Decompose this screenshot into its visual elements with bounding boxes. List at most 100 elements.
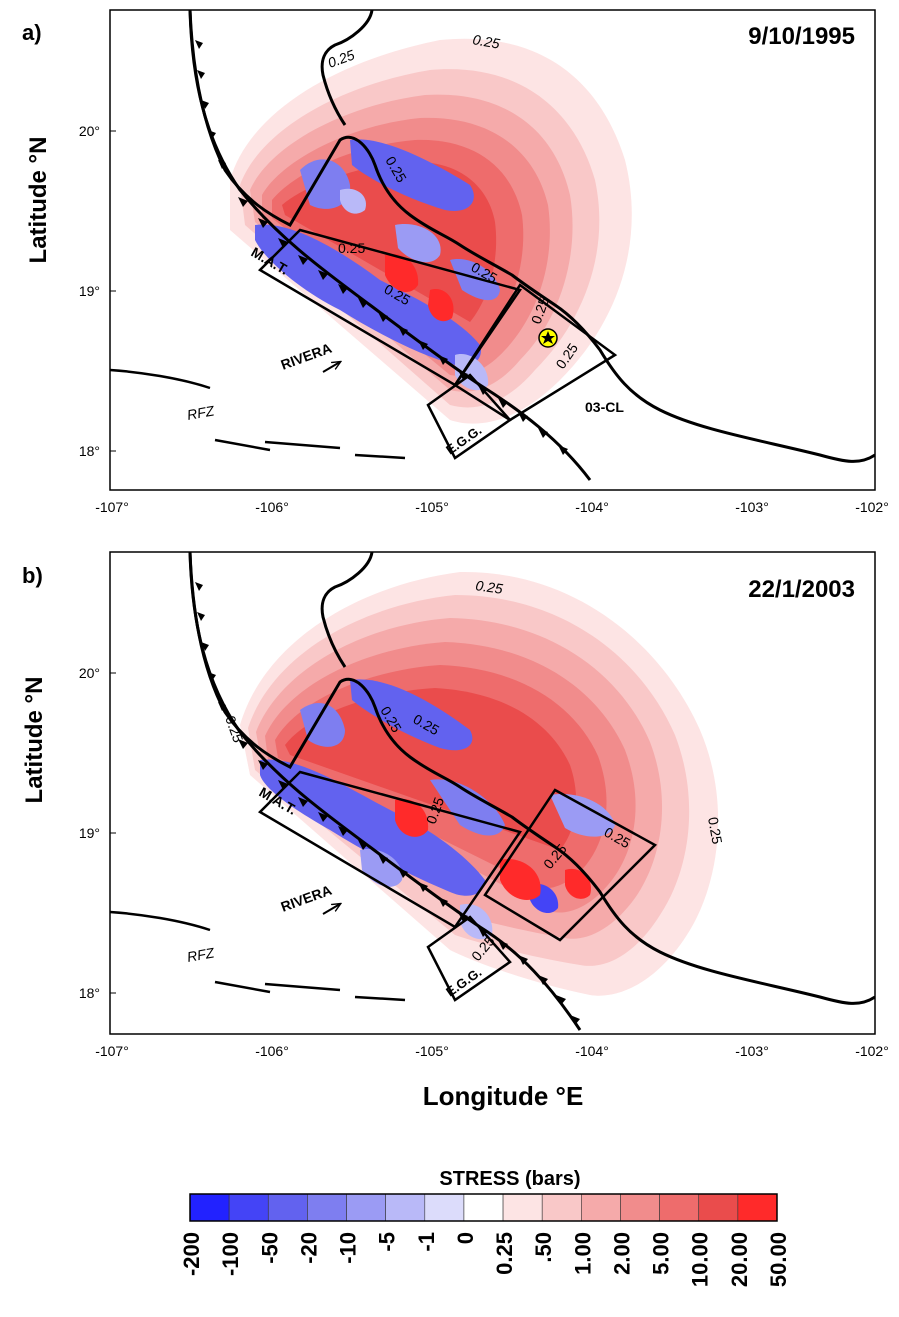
- colorbar-cell: [502, 1193, 543, 1222]
- coastline-north: [320, 10, 374, 126]
- positive-patch: [500, 859, 541, 900]
- y-axis-label: Latitude °N: [25, 137, 52, 264]
- x-tick-label: -104°: [575, 499, 609, 515]
- colorbar-label: -50: [257, 1232, 282, 1264]
- x-tick-label: -107°: [95, 499, 129, 515]
- contour-label: 0.25: [475, 577, 504, 597]
- contour-label: 0.25: [705, 816, 726, 846]
- trench-teeth: [195, 582, 580, 1025]
- rupture-box-egg: [426, 373, 512, 460]
- x-tick-label: -102°: [855, 1043, 889, 1059]
- colorbar-label: -10: [336, 1232, 361, 1264]
- plate-motion-arrow: [322, 362, 340, 373]
- rupture-box-2003: [483, 788, 658, 942]
- trench-teeth: [195, 40, 568, 455]
- negative-patch: [350, 139, 474, 211]
- colorbar-cell: [737, 1193, 778, 1222]
- x-tick-label: -106°: [255, 1043, 289, 1059]
- event-date: 9/10/1995: [748, 23, 855, 50]
- stress-field: [240, 571, 719, 996]
- stress-field: [230, 38, 632, 424]
- colorbar-title: STRESS (bars): [439, 1168, 580, 1190]
- colorbar-labels: -200 -100 -50 -20 -10 -5 -1 0 0.25.50 1.00 2.00 5.0…: [179, 1232, 791, 1287]
- contour-label: 0.25: [471, 31, 501, 52]
- x-axis-label: Longitude °E: [423, 1081, 584, 1111]
- y-tick-label: 18°: [79, 443, 100, 459]
- x-tick-label: -103°: [735, 499, 769, 515]
- panel-label: a): [22, 20, 42, 45]
- colorbar-cell: [267, 1193, 308, 1222]
- colorbar-label: 50.00: [766, 1232, 791, 1287]
- rfz-line: [264, 440, 341, 450]
- x-tick-label: -106°: [255, 499, 289, 515]
- y-tick-label: 18°: [79, 985, 100, 1001]
- colorbar-cells: [189, 1193, 778, 1222]
- label-cl: 03-CL: [585, 399, 624, 415]
- tectonic-lines: [110, 10, 875, 481]
- y-tick-label: 19°: [79, 825, 100, 841]
- negative-patch: [340, 188, 366, 214]
- colorbar-cell: [620, 1193, 660, 1222]
- negative-patch: [350, 679, 473, 751]
- event-date: 22/1/2003: [748, 576, 855, 603]
- colorbar-label: -100: [218, 1232, 243, 1276]
- rfz-line: [214, 980, 271, 994]
- colorbar-cell: [346, 1193, 386, 1222]
- x-tick-label: -105°: [415, 1043, 449, 1059]
- colorbar-label: -5: [375, 1232, 400, 1252]
- x-tick-label: -107°: [95, 1043, 129, 1059]
- negative-patch: [300, 702, 345, 747]
- colorbar-label: 0.25: [492, 1232, 517, 1275]
- colorbar-label: 5.00: [649, 1232, 674, 1275]
- colorbar-label: 0: [453, 1232, 478, 1244]
- rfz-line: [110, 910, 211, 932]
- y-axis-label: Latitude °N: [21, 677, 48, 804]
- panel-label: b): [22, 563, 43, 588]
- negative-patch: [430, 779, 505, 836]
- colorbar-cell: [228, 1193, 269, 1222]
- contour-label: 0.25: [338, 240, 365, 256]
- colorbar-cell: [463, 1193, 504, 1222]
- colorbar-frame: [189, 1193, 778, 1222]
- tectonic-lines: [110, 552, 875, 1031]
- colorbar-cell: [307, 1193, 347, 1222]
- colorbar-label: 20.00: [727, 1232, 752, 1287]
- positive-patch: [565, 868, 591, 899]
- rfz-line: [110, 368, 211, 390]
- epicenter-star-icon: [538, 328, 558, 348]
- colorbar-cell: [424, 1193, 465, 1222]
- y-ticks: 20° 19° 18°: [79, 665, 116, 1001]
- coastline: [188, 552, 875, 1005]
- positive-patch: [385, 253, 419, 293]
- negative-patch: [450, 259, 500, 301]
- plate-motion-arrow: [322, 904, 340, 915]
- colorbar-label: .50: [531, 1232, 556, 1263]
- coastline: [188, 10, 875, 463]
- colorbar-cell: [659, 1193, 700, 1222]
- colorbar-label: 10.00: [688, 1232, 713, 1287]
- colorbar-label: -200: [179, 1232, 204, 1276]
- colorbar-cell: [581, 1193, 621, 1222]
- colorbar-label: -20: [296, 1232, 321, 1264]
- negative-patch: [550, 794, 615, 837]
- coastline-north: [320, 552, 374, 668]
- x-tick-label: -103°: [735, 1043, 769, 1059]
- x-tick-label: -102°: [855, 499, 889, 515]
- y-ticks: 20° 19° 18°: [79, 123, 116, 459]
- panel-b: M.A.T. RIVERA RFZ E.G.G. 0.25 0.25 0.25 …: [21, 551, 889, 1111]
- rfz-line: [354, 995, 406, 1002]
- label-rfz: RFZ: [186, 944, 216, 965]
- panel-a: M.A.T. RIVERA RFZ E.G.G. 03-CL 0.25 0.25…: [22, 9, 889, 515]
- colorbar-cell: [698, 1193, 739, 1222]
- colorbar-label: -1: [414, 1232, 439, 1252]
- x-ticks: -107° -106° -105° -104° -103° -102°: [95, 499, 889, 515]
- negative-patch: [260, 759, 485, 896]
- colorbar-label: 1.00: [570, 1232, 595, 1275]
- positive-patch: [395, 798, 429, 837]
- colorbar-cell: [541, 1193, 582, 1222]
- negative-patch: [300, 159, 351, 209]
- x-tick-label: -104°: [575, 1043, 609, 1059]
- colorbar-cell: [189, 1193, 230, 1222]
- rupture-box-egg: [426, 915, 512, 1002]
